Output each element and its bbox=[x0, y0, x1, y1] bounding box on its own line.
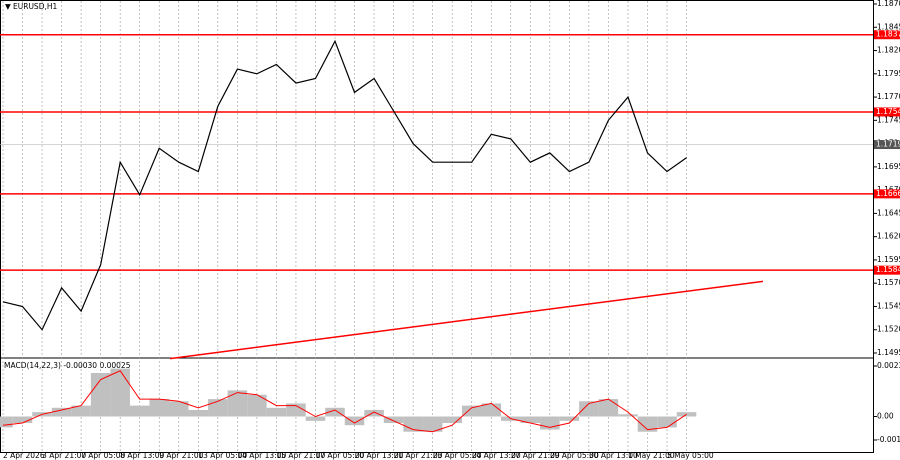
chart-title: EURUSD,H1 bbox=[13, 2, 57, 11]
x-tick-label: 3 Apr 21:00 bbox=[42, 451, 86, 460]
y-tick-label: -0.00108 bbox=[877, 435, 900, 444]
macd-bar bbox=[0, 416, 13, 428]
macd-bar bbox=[422, 416, 443, 432]
x-tick-label: 24 Apr 13:00 bbox=[472, 451, 521, 460]
x-tick-label: 5 May 05:00 bbox=[667, 451, 714, 460]
macd-bar bbox=[618, 414, 638, 417]
y-tick-label: 0.00232 bbox=[877, 361, 900, 370]
y-tick-label: 1.1820 bbox=[877, 46, 900, 55]
y-tick-label: 1.1545 bbox=[877, 301, 900, 310]
level-label-box bbox=[874, 107, 900, 117]
x-tick-label: 27 Apr 21:00 bbox=[511, 451, 560, 460]
price-line bbox=[2, 39, 687, 331]
x-tick-label: 30 Apr 13:00 bbox=[589, 451, 638, 460]
macd-bar bbox=[286, 403, 306, 417]
macd-bar bbox=[344, 416, 365, 426]
macd-bar bbox=[90, 372, 111, 417]
macd-bar bbox=[51, 407, 72, 417]
level-label-box bbox=[874, 265, 900, 275]
level-label-box bbox=[874, 30, 900, 40]
y-tick-label: 1.1495 bbox=[877, 348, 900, 357]
x-tick-label: 2 Apr 2026 bbox=[3, 451, 45, 460]
level-label: 1.1584 bbox=[876, 265, 900, 274]
y-tick-label: 1.1870 bbox=[877, 0, 900, 8]
macd-bar bbox=[227, 390, 248, 417]
macd-signal bbox=[2, 370, 687, 433]
x-tick-label: 7 Apr 05:00 bbox=[81, 451, 125, 460]
x-tick-label: 17 Apr 05:00 bbox=[315, 451, 364, 460]
trend-line bbox=[169, 280, 764, 360]
macd-bar bbox=[169, 401, 189, 417]
y-tick-label: 1.1695 bbox=[877, 162, 900, 171]
level-label-box bbox=[874, 189, 900, 199]
x-tick-label: 29 Apr 05:00 bbox=[550, 451, 599, 460]
x-tick-label: 13 Apr 05:00 bbox=[198, 451, 247, 460]
macd-bar bbox=[247, 394, 267, 417]
macd-bar bbox=[149, 399, 170, 417]
y-tick-label: 1.1795 bbox=[877, 69, 900, 78]
y-tick-label: 0.00 bbox=[877, 411, 894, 420]
macd-bar bbox=[637, 416, 658, 432]
y-tick-label: 1.1570 bbox=[877, 278, 900, 287]
level-label: 1.1837 bbox=[876, 30, 900, 39]
y-tick-label: 1.1845 bbox=[877, 22, 900, 31]
x-tick-label: 20 Apr 13:00 bbox=[355, 451, 404, 460]
macd-bar bbox=[305, 416, 326, 421]
symbol-arrow: ▼ bbox=[5, 2, 11, 11]
macd-bar bbox=[520, 416, 541, 424]
current-price-label: 1.1719 bbox=[876, 140, 900, 149]
macd-bar bbox=[266, 407, 287, 417]
x-tick-label: 9 Apr 21:00 bbox=[159, 451, 203, 460]
macd-bar bbox=[579, 401, 599, 417]
indicator-title: MACD(14,22,3) -0.00030 0.00025 bbox=[4, 361, 131, 370]
macd-bar bbox=[12, 416, 33, 424]
macd-bar bbox=[461, 405, 482, 417]
current-price-box bbox=[874, 140, 900, 150]
x-tick-label: 8 Apr 13:00 bbox=[120, 451, 164, 460]
y-tick-label: 1.1520 bbox=[877, 325, 900, 334]
x-tick-label: 21 Apr 21:00 bbox=[394, 451, 443, 460]
y-tick-label: 1.1770 bbox=[877, 92, 900, 101]
macd-bar bbox=[129, 405, 150, 417]
macd-bar bbox=[325, 407, 345, 417]
macd-bar bbox=[442, 416, 462, 424]
x-tick-label: 14 Apr 13:00 bbox=[237, 451, 286, 460]
macd-bar bbox=[188, 409, 209, 417]
macd-bar bbox=[110, 368, 130, 417]
y-tick-label: 1.1645 bbox=[877, 208, 900, 217]
macd-bar bbox=[364, 409, 384, 417]
level-label: 1.1666 bbox=[876, 189, 900, 198]
y-tick-label: 1.1620 bbox=[877, 232, 900, 241]
x-tick-label: 15 Apr 21:00 bbox=[276, 451, 325, 460]
x-tick-label: 23 Apr 05:00 bbox=[433, 451, 482, 460]
macd-bar bbox=[71, 405, 91, 417]
macd-bar bbox=[657, 416, 677, 428]
plot-frame bbox=[0, 0, 874, 453]
macd-bar bbox=[383, 416, 404, 424]
macd-bar bbox=[598, 399, 619, 417]
y-tick-label: 1.1745 bbox=[877, 115, 900, 124]
level-label: 1.1754 bbox=[876, 107, 900, 116]
macd-bar bbox=[559, 416, 580, 421]
x-tick-label: 1 May 21:00 bbox=[628, 451, 675, 460]
y-tick-label: 1.1595 bbox=[877, 255, 900, 264]
